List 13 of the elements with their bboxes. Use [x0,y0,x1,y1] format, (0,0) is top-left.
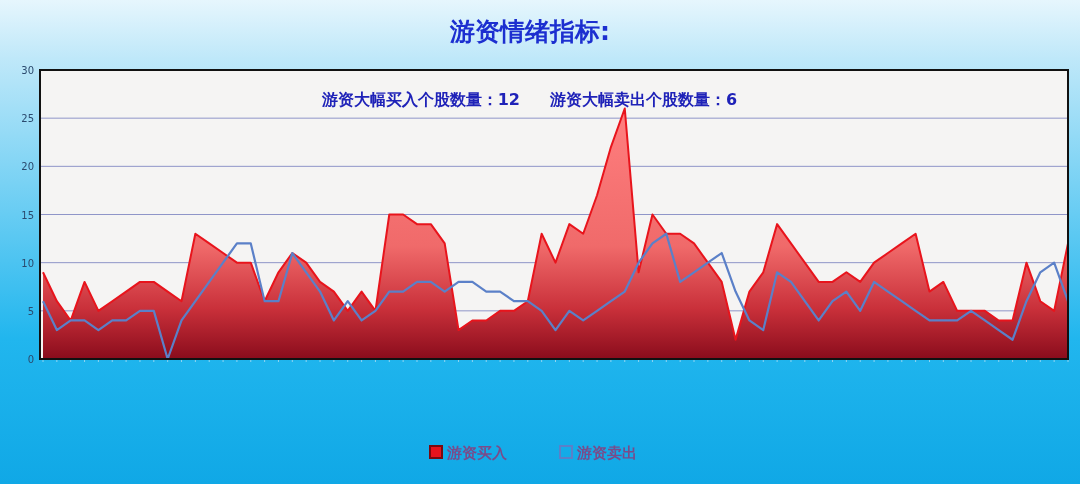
legend-label: 游资卖出 [576,444,637,462]
y-tick-label: 25 [21,113,34,125]
annotation: 游资大幅卖出个股数量：6 [549,90,738,109]
y-tick-label: 30 [21,65,34,76]
annotation: 游资大幅买入个股数量：12 [320,90,520,109]
chart-title: 游资情绪指标: [449,17,610,46]
y-tick-label: 5 [27,305,34,317]
legend-label: 游资买入 [446,444,508,462]
y-tick-label: 15 [21,209,34,221]
line-series [41,232,1070,361]
y-tick-label: 0 [27,354,34,365]
y-tick-label: 20 [21,161,34,173]
y-tick-label: 10 [21,257,34,269]
